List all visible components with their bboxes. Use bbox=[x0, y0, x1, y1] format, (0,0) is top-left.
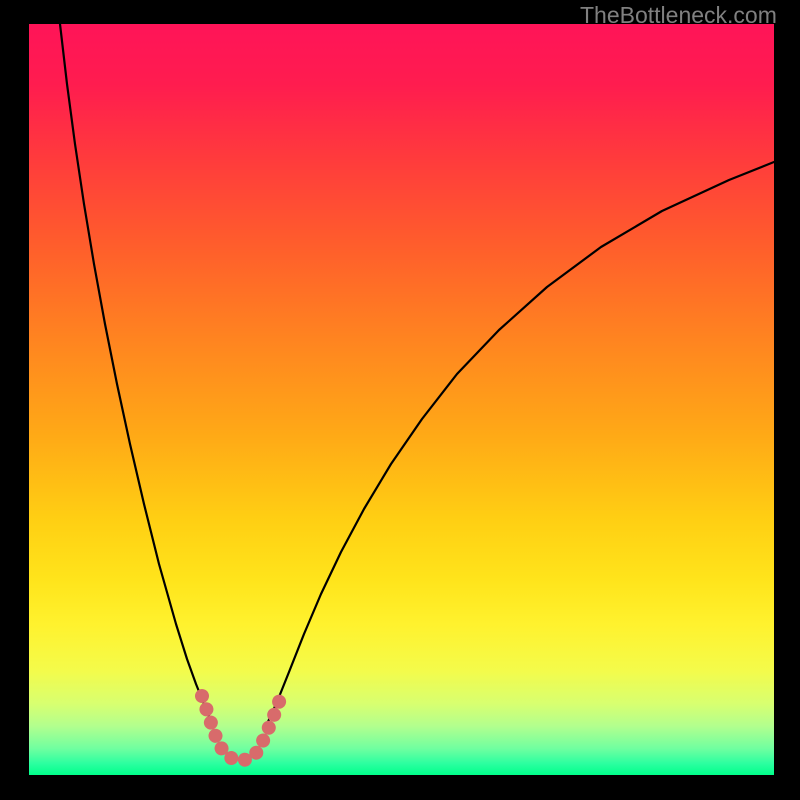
curve-right bbox=[267, 162, 774, 724]
curve-left bbox=[60, 24, 212, 724]
watermark-text: TheBottleneck.com bbox=[580, 2, 777, 29]
bottleneck-chart bbox=[29, 24, 774, 775]
curve-bottom bbox=[202, 696, 281, 760]
chart-curves-layer bbox=[29, 24, 774, 775]
